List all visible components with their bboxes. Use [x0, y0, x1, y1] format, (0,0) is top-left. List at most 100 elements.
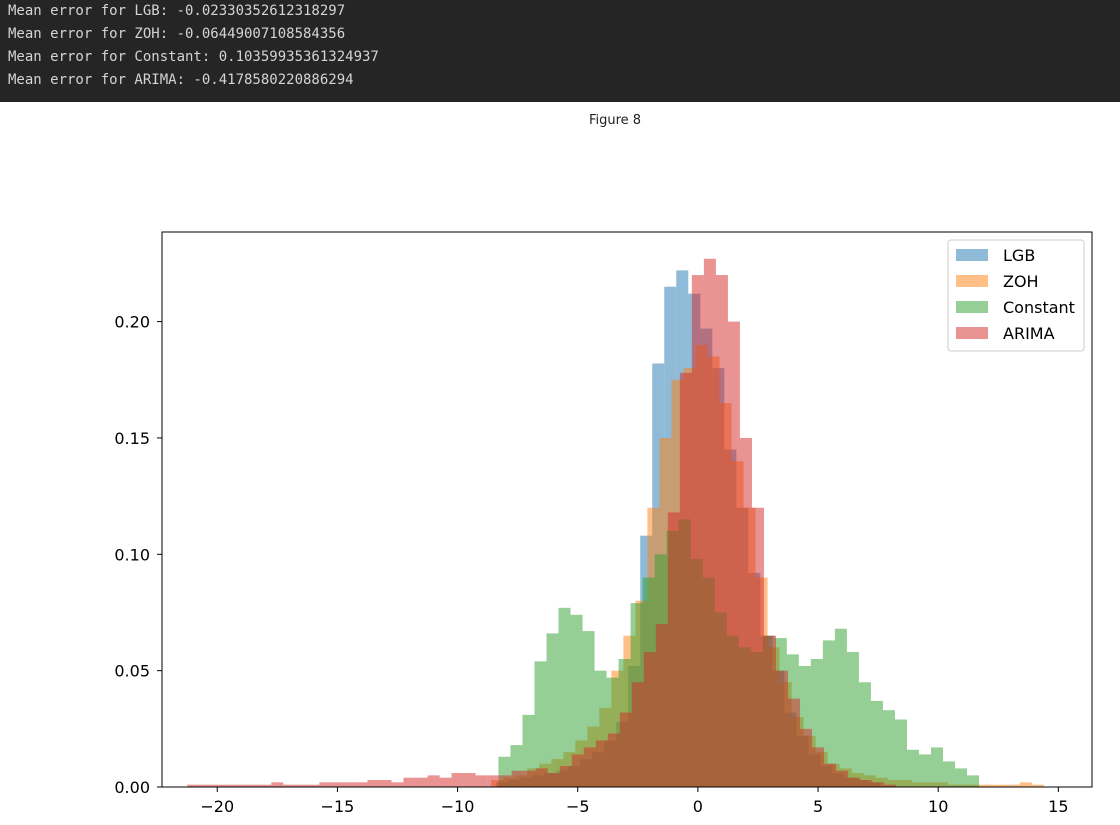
bar-arima — [319, 782, 332, 787]
legend-label-lgb: LGB — [1003, 246, 1035, 265]
bar-arima — [667, 512, 680, 787]
bar-arima — [655, 624, 668, 787]
x-axis: −20 −15 −10 −5 0 5 10 15 — [200, 787, 1069, 816]
series-arima — [187, 258, 897, 787]
bar-arima — [295, 784, 308, 787]
bar-arima — [836, 770, 849, 787]
bar-arima — [739, 437, 752, 787]
bar-arima — [403, 777, 416, 787]
bar-arima — [763, 635, 776, 787]
bar-arima — [535, 768, 548, 787]
bar-constant — [870, 700, 883, 787]
legend-label-arima: ARIMA — [1003, 324, 1055, 343]
bar-arima — [271, 782, 284, 787]
bar-arima — [583, 747, 596, 787]
bar-constant — [930, 747, 944, 787]
x-tick-label: 10 — [928, 797, 948, 816]
console-output: Mean error for LGB: -0.02330352612318297… — [0, 0, 1120, 102]
bar-arima — [571, 754, 584, 787]
bar-constant — [534, 661, 547, 787]
bar-arima — [331, 782, 344, 787]
bar-zoh — [1031, 784, 1044, 787]
bar-arima — [884, 784, 897, 787]
bar-constant — [570, 614, 583, 787]
bar-constant — [882, 710, 895, 787]
bar-constant — [943, 761, 956, 787]
bar-constant — [906, 749, 919, 787]
bar-arima — [355, 782, 368, 787]
bar-arima — [523, 770, 536, 787]
bar-arima — [631, 682, 644, 787]
bar-arima — [848, 777, 861, 787]
bar-constant — [918, 754, 931, 787]
bar-arima — [751, 507, 764, 787]
x-tick-label: −10 — [441, 797, 475, 816]
legend-swatch-lgb — [956, 249, 988, 261]
bar-zoh — [1019, 782, 1032, 787]
bar-arima — [499, 775, 512, 787]
bar-arima — [559, 766, 572, 787]
bar-arima — [775, 670, 789, 787]
bar-arima — [223, 784, 236, 787]
bar-constant — [522, 714, 535, 787]
bar-arima — [595, 740, 608, 787]
bar-arima — [788, 698, 801, 787]
x-tick-label: −5 — [566, 797, 590, 816]
x-tick-label: 15 — [1048, 797, 1068, 816]
bar-arima — [607, 733, 620, 787]
bar-arima — [211, 784, 224, 787]
bar-arima — [547, 773, 560, 787]
legend-label-constant: Constant — [1003, 298, 1075, 317]
bar-arima — [715, 275, 728, 787]
bar-constant — [967, 775, 980, 787]
bar-constant — [834, 628, 847, 787]
y-axis: 0.00 0.05 0.10 0.15 0.20 — [114, 313, 162, 797]
bar-arima — [199, 784, 212, 787]
bar-arima — [307, 784, 320, 787]
bar-arima — [379, 780, 392, 787]
bar-arima — [427, 775, 440, 787]
x-tick-label: −20 — [200, 797, 234, 816]
console-line-constant: Mean error for Constant: 0.1035993536132… — [8, 49, 379, 65]
bar-arima — [283, 784, 296, 787]
bar-arima — [391, 782, 404, 787]
console-line-zoh: Mean error for ZOH: -0.06449007108584356 — [8, 26, 346, 42]
bar-constant — [558, 607, 571, 787]
y-tick-label: 0.20 — [114, 313, 150, 332]
legend-swatch-arima — [956, 327, 988, 339]
legend: LGB ZOH Constant ARIMA — [947, 239, 1085, 352]
legend-box — [947, 239, 1085, 352]
bar-constant — [546, 633, 559, 787]
bar-arima — [367, 780, 380, 787]
bars-layer — [187, 258, 1044, 787]
bar-arima — [439, 777, 452, 787]
y-tick-label: 0.15 — [114, 429, 150, 448]
bar-arima — [511, 770, 524, 787]
bar-arima — [727, 321, 740, 787]
console-line-lgb: Mean error for LGB: -0.02330352612318297 — [8, 3, 346, 19]
bar-arima — [451, 773, 464, 787]
plot-frame — [161, 231, 1093, 788]
bar-arima — [235, 784, 248, 787]
figure-title: Figure 8 — [588, 113, 642, 128]
bar-constant — [822, 640, 835, 787]
legend-swatch-zoh — [956, 275, 988, 287]
bar-arima — [643, 652, 656, 787]
bar-arima — [187, 784, 200, 787]
bar-arima — [415, 777, 428, 787]
legend-label-zoh: ZOH — [1003, 272, 1039, 291]
x-tick-label: 5 — [813, 797, 823, 816]
x-tick-label: 0 — [693, 797, 703, 816]
bar-arima — [463, 773, 476, 787]
bar-arima — [824, 763, 837, 787]
y-tick-label: 0.05 — [114, 662, 150, 681]
bar-zoh — [995, 784, 1008, 787]
bar-arima — [487, 775, 500, 787]
legend-swatch-constant — [956, 301, 988, 313]
bar-arima — [247, 784, 260, 787]
bar-arima — [691, 275, 704, 787]
bar-arima — [703, 258, 716, 787]
bar-arima — [343, 782, 356, 787]
bar-zoh — [983, 784, 996, 787]
